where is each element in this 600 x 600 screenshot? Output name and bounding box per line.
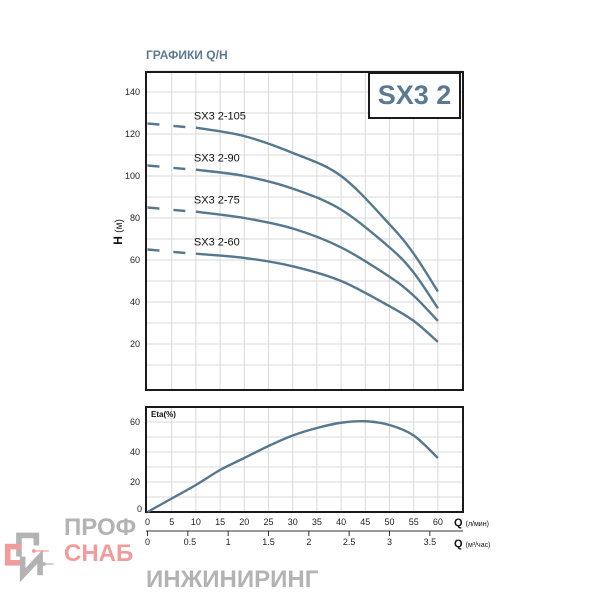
x-tick-label-m3h: 1	[226, 537, 231, 547]
x-tick-label-m3h: 3	[387, 537, 392, 547]
y-tick-label: 20	[130, 339, 140, 349]
y-tick-label: 40	[130, 297, 140, 307]
x-tick-label-lmin: 40	[336, 517, 346, 527]
x-tick-label-m3h: 2	[306, 537, 311, 547]
y-tick-label: 40	[130, 447, 140, 457]
plot-frame	[145, 406, 464, 513]
x-tick-label-lmin: 60	[433, 517, 443, 527]
chart-title: ГРАФИКИ Q/H	[146, 48, 228, 62]
y-tick-label: 140	[125, 87, 140, 97]
series-label: SX3 2-60	[194, 237, 240, 249]
dashed-curve-start	[147, 164, 194, 171]
eta-axis-label: Eta(%)	[151, 410, 176, 419]
y-tick-label: 80	[130, 213, 140, 223]
model-label: SX3 2	[377, 80, 452, 110]
logo-line3: ИНЖИНИРИНГ	[146, 566, 319, 593]
x-tick-label-lmin: 20	[239, 517, 249, 527]
x-tick-label-lmin: 55	[409, 517, 419, 527]
x-tick-label-m3h: 2.5	[343, 537, 356, 547]
series-curve	[195, 126, 439, 293]
dashed-curve-start	[147, 122, 194, 129]
x-tick-label-lmin: 15	[215, 517, 225, 527]
x-tick-label-lmin: 30	[288, 517, 298, 527]
y-axis-label: H (м)	[111, 219, 125, 245]
y-tick-label: 100	[125, 171, 140, 181]
plot-frame	[145, 71, 464, 391]
x-tick-label-lmin: 5	[169, 517, 174, 527]
series-curve	[195, 252, 439, 343]
series-label: SX3 2-75	[194, 195, 240, 207]
series-label: SX3 2-90	[194, 153, 240, 165]
x-axis-label-lmin: Q (л/мин)	[454, 517, 489, 529]
x-tick-label-lmin: 45	[360, 517, 370, 527]
y-tick-label: 60	[130, 417, 140, 427]
logo-line2: СНАБ	[64, 540, 134, 567]
y-tick-label: 60	[130, 255, 140, 265]
logo-line1: ПРОФ	[64, 514, 137, 541]
x-tick-label-m3h: 0	[145, 537, 150, 547]
logo-emblem-icon	[4, 532, 54, 583]
x-tick-label-m3h: 3.5	[424, 537, 437, 547]
dashed-curve-start	[147, 248, 194, 255]
watermark-logo: ПРОФ СНАБ ИНЖИНИРИНГ	[4, 514, 318, 599]
x-tick-label-lmin: 25	[263, 517, 273, 527]
series-curve	[195, 168, 439, 309]
eta-curve	[146, 419, 439, 514]
x-tick-label-m3h: 0.5	[184, 537, 197, 547]
series-label: SX3 2-105	[194, 111, 246, 123]
y-tick-label: 20	[130, 477, 140, 487]
x-tick-label-m3h: 1.5	[262, 537, 275, 547]
y-tick-label: 0	[137, 504, 142, 514]
x-tick-label-lmin: 0	[145, 517, 150, 527]
y-tick-label: 120	[125, 129, 140, 139]
model-box: SX3 2	[368, 72, 461, 119]
x-axis-label-m3h: Q (м³/час)	[454, 538, 490, 550]
dashed-curve-start	[147, 206, 194, 213]
x-tick-label-lmin: 50	[384, 517, 394, 527]
x-tick-label-lmin: 35	[312, 517, 322, 527]
x-tick-label-lmin: 10	[191, 517, 201, 527]
series-curve	[195, 210, 439, 322]
